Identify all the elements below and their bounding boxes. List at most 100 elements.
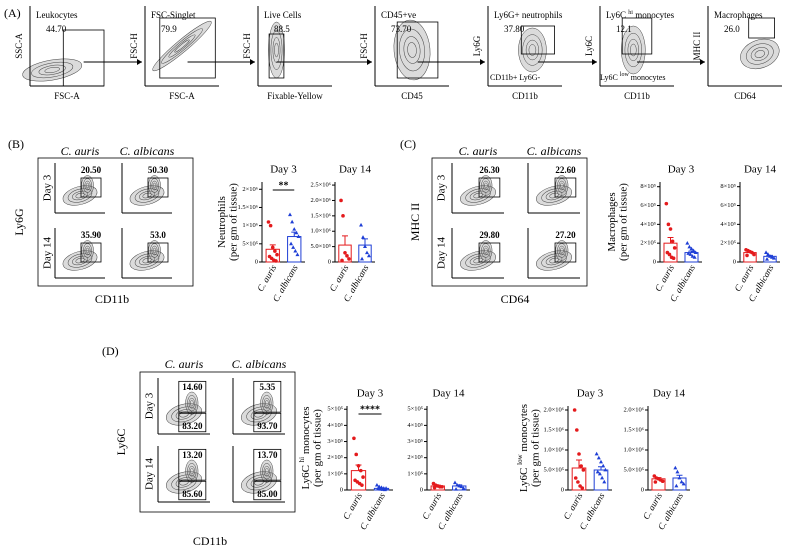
y-tick-label: 3×10⁵ xyxy=(407,438,423,445)
x-axis-label: FSC-A xyxy=(54,91,80,101)
gate xyxy=(554,177,577,198)
contour xyxy=(22,58,83,82)
flow-plot xyxy=(145,6,219,86)
gate-value: 53.0 xyxy=(150,230,166,240)
contour xyxy=(81,240,94,261)
gate xyxy=(178,448,207,481)
data-point xyxy=(752,252,756,257)
data-point xyxy=(343,250,347,255)
density xyxy=(22,58,82,82)
row-label: Day 14 xyxy=(144,457,156,490)
gate xyxy=(478,177,501,198)
gate-label: Live Cells xyxy=(264,10,302,20)
column-header: C. auris xyxy=(459,144,498,158)
y-axis-label: MHC II xyxy=(692,32,702,61)
y-axis-label: Neutrophils xyxy=(216,196,228,248)
contour xyxy=(469,190,487,201)
data-point xyxy=(600,475,605,480)
data-point xyxy=(287,212,292,217)
gate-value: 14.60 xyxy=(182,382,203,392)
gate-label: Ly6C hi monocytes xyxy=(606,10,675,20)
column-header: C. albicans xyxy=(527,144,582,158)
contour xyxy=(557,243,567,258)
gate xyxy=(478,242,501,263)
gate-value: 22.60 xyxy=(555,165,576,175)
row-label: Day 3 xyxy=(42,174,54,201)
gate xyxy=(253,380,282,413)
contour xyxy=(263,465,270,477)
gate xyxy=(178,412,207,433)
y-tick-label: 0 xyxy=(561,486,564,493)
arrow-head xyxy=(700,59,705,65)
contour xyxy=(187,395,197,412)
gate xyxy=(621,17,653,55)
arrow-head xyxy=(137,59,142,65)
contour xyxy=(460,250,496,271)
data-point xyxy=(691,248,696,253)
contour xyxy=(525,39,539,61)
y-tick-label: 0 xyxy=(340,486,343,493)
gate-label-part: Ly6G+ neutrophils xyxy=(494,10,563,20)
gate-label: CD45+ve xyxy=(381,10,416,20)
contour xyxy=(161,28,203,64)
gate-value: 12.1 xyxy=(616,24,632,34)
data-point xyxy=(294,230,299,235)
gate-label-part: Ly6C xyxy=(606,10,626,20)
contour xyxy=(151,180,158,191)
y-axis-sublabel: (per gm of tissue) xyxy=(228,183,240,261)
contour xyxy=(75,257,85,264)
data-point xyxy=(354,452,359,457)
significance-label: ** xyxy=(279,180,289,191)
row-label: Day 3 xyxy=(144,392,156,419)
gate-label-part: CD45+ve xyxy=(381,10,416,20)
gate-value: 85.00 xyxy=(257,489,278,499)
gate-label-part: Live Cells xyxy=(264,10,302,20)
y-tick-label: 4×10⁵ xyxy=(720,221,736,228)
density xyxy=(152,21,212,71)
gate xyxy=(80,242,102,263)
data-point xyxy=(579,464,583,468)
y-tick-label: 1.0×10⁶ xyxy=(310,228,331,235)
y-axis-sublabel: (per gm of tissue) xyxy=(618,183,630,261)
data-point xyxy=(577,452,581,456)
contour xyxy=(522,34,543,66)
density xyxy=(166,471,202,494)
data-point xyxy=(360,256,365,261)
contour xyxy=(72,255,88,266)
contour xyxy=(38,64,66,76)
y-axis-label: Ly6G xyxy=(472,35,482,56)
contour xyxy=(624,32,642,68)
contour xyxy=(481,178,491,193)
data-point xyxy=(459,484,464,489)
gate xyxy=(554,242,577,263)
data-point xyxy=(455,482,460,487)
y-tick-label: 5.0×10⁵ xyxy=(623,466,644,473)
contour xyxy=(479,175,493,196)
contour xyxy=(740,38,780,70)
chart-title: Day 3 xyxy=(270,164,297,176)
density xyxy=(129,185,165,206)
density xyxy=(460,185,496,206)
x-axis-label: CD45 xyxy=(401,91,423,101)
gate-value: 79.9 xyxy=(161,24,177,34)
data-point xyxy=(356,463,361,468)
error-bar xyxy=(667,237,674,244)
y-tick-label: 4×10⁵ xyxy=(407,422,423,429)
data-point xyxy=(359,222,364,227)
contour xyxy=(240,403,278,426)
gate-label: Macrophages xyxy=(714,10,763,20)
gate xyxy=(520,25,555,55)
y-axis-label-part: Neutrophils xyxy=(216,196,228,248)
contour xyxy=(84,245,91,256)
arrow-head xyxy=(250,59,255,65)
data-point xyxy=(677,475,682,480)
data-point xyxy=(745,253,749,258)
y-axis-label: SSC-A xyxy=(14,33,24,59)
y-tick-label: 8×10⁵ xyxy=(640,183,656,190)
y-tick-label: 8×10⁵ xyxy=(720,183,736,190)
y-tick-label: 0 xyxy=(328,258,331,265)
contour xyxy=(460,185,496,206)
gate-value: 5.35 xyxy=(259,382,275,392)
contour xyxy=(549,192,559,199)
data-point xyxy=(601,463,606,468)
